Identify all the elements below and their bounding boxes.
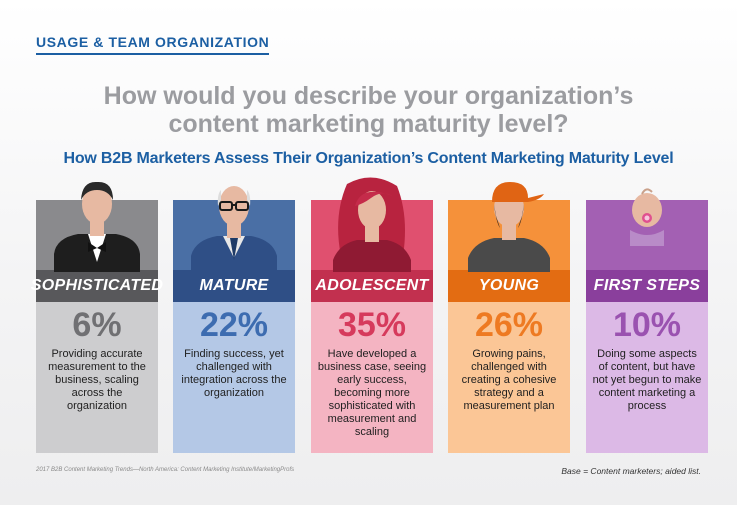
teen-girl-icon bbox=[333, 177, 411, 272]
elderly-man-glasses-icon bbox=[191, 186, 277, 272]
tuxedo-man-icon bbox=[54, 181, 140, 272]
card-bottom-panel bbox=[311, 302, 433, 453]
category-description: Providing accurate measurement to the bu… bbox=[48, 348, 146, 412]
category-label: FIRST STEPS bbox=[586, 270, 708, 302]
category-description: Doing some aspects of content, but have … bbox=[592, 348, 702, 412]
chart-title: How B2B Marketers Assess Their Organizat… bbox=[63, 150, 674, 167]
young-man-cap-icon bbox=[468, 182, 550, 272]
source-note: 2017 B2B Content Marketing Trends—North … bbox=[36, 467, 295, 473]
question-heading: How would you describe your organization… bbox=[0, 82, 737, 138]
category-description: Have developed a business case, seeing e… bbox=[317, 348, 427, 438]
percentage-value: 26% bbox=[474, 306, 544, 344]
question-line-2: content marketing maturity level? bbox=[168, 110, 569, 138]
category-description: Finding success, yet challenged with int… bbox=[181, 348, 287, 399]
percentage-value: 6% bbox=[72, 306, 122, 344]
question-line-1: How would you describe your organization… bbox=[103, 82, 634, 110]
category-description: Growing pains, challenged with creating … bbox=[461, 348, 557, 412]
percentage-value: 10% bbox=[612, 306, 682, 344]
category-label: MATURE bbox=[173, 270, 295, 302]
section-label: USAGE & TEAM ORGANIZATION bbox=[36, 34, 270, 55]
base-note: Base = Content marketers; aided list. bbox=[561, 466, 701, 476]
maturity-card-first-steps: FIRST STEPS 10% Doing some aspects of cont… bbox=[586, 200, 708, 453]
baby-pacifier-icon bbox=[630, 188, 664, 246]
percentage-value: 22% bbox=[199, 306, 269, 344]
card-bottom-panel bbox=[586, 302, 708, 453]
category-label: ADOLESCENT bbox=[311, 270, 433, 302]
card-bottom-panel bbox=[36, 302, 158, 453]
category-label: YOUNG bbox=[448, 270, 570, 302]
card-bottom-panel bbox=[448, 302, 570, 453]
card-bottom-panel bbox=[173, 302, 295, 453]
percentage-value: 35% bbox=[337, 306, 407, 344]
category-label: SOPHISTICATED bbox=[31, 270, 163, 302]
